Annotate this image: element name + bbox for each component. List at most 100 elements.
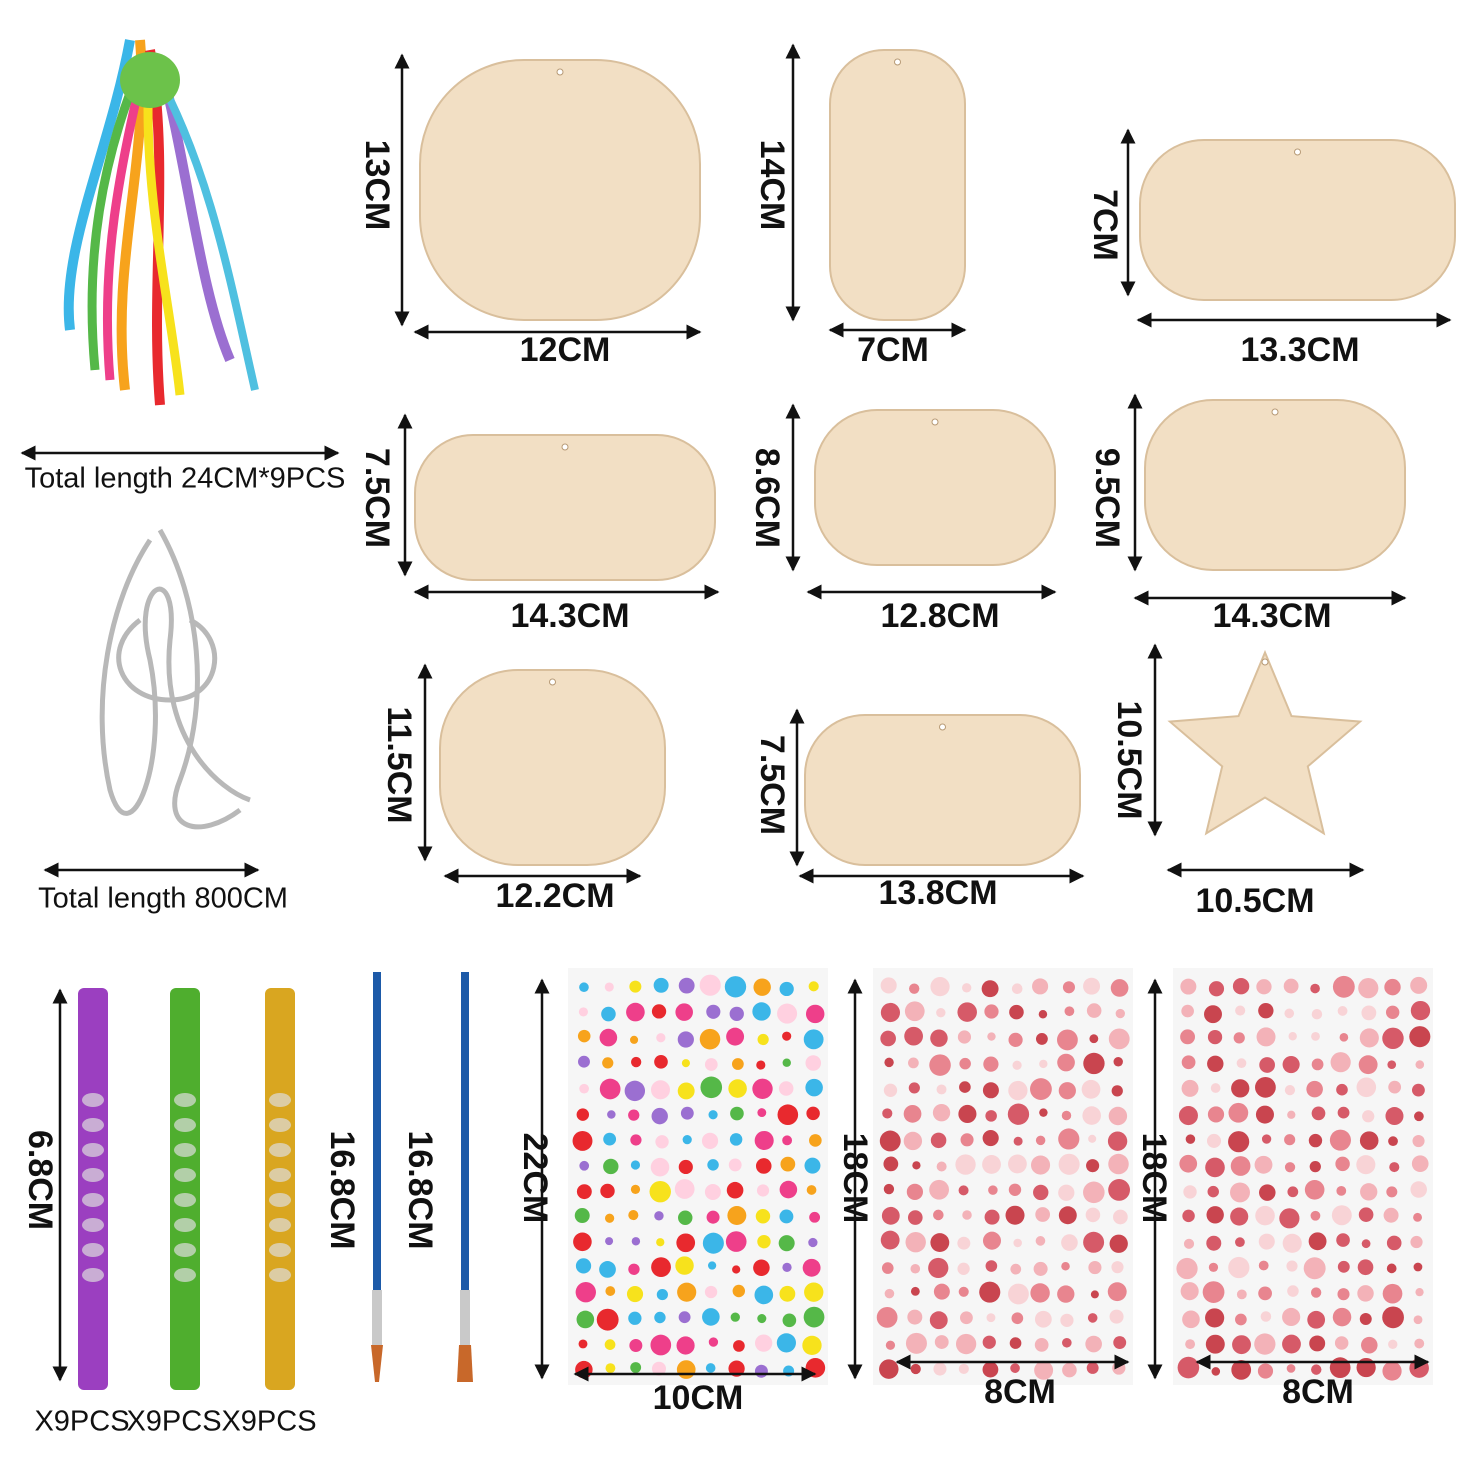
gem: [702, 1308, 720, 1326]
gem: [575, 1282, 596, 1303]
gem: [1386, 1263, 1397, 1274]
gem: [579, 1083, 589, 1094]
height-label: 14CM: [753, 140, 791, 231]
gem: [881, 1206, 900, 1225]
height-label: 16.8CM: [401, 1130, 439, 1249]
gem: [624, 1080, 646, 1102]
chime-tube: [170, 988, 200, 1390]
gem: [728, 1158, 742, 1172]
brush-handle: [373, 972, 381, 1292]
gem: [1282, 1055, 1300, 1074]
gem: [1336, 1185, 1347, 1196]
gem: [1057, 1029, 1078, 1051]
gem: [1035, 1135, 1046, 1146]
gem: [982, 1231, 1001, 1250]
gem: [1206, 1235, 1222, 1251]
gem: [988, 1185, 998, 1195]
gem: [574, 1208, 590, 1224]
gem: [1062, 981, 1075, 994]
gem: [962, 1210, 972, 1220]
tube-pattern: [82, 1218, 104, 1232]
gem: [1410, 1000, 1431, 1021]
gem: [1082, 1106, 1101, 1125]
gem: [1033, 1184, 1049, 1201]
gem: [979, 1281, 1001, 1303]
gem: [1415, 1060, 1425, 1069]
gem: [603, 1158, 619, 1175]
gem: [596, 1308, 619, 1331]
gem: [1258, 1002, 1274, 1019]
width-label: 14.3CM: [1212, 597, 1331, 635]
gem: [1388, 1136, 1398, 1147]
tube-pattern: [82, 1093, 104, 1107]
gem: [579, 982, 589, 993]
gem: [1185, 1134, 1196, 1144]
gem: [1180, 978, 1197, 995]
gem: [1284, 1134, 1296, 1146]
gem: [884, 1057, 894, 1068]
gem: [656, 1288, 668, 1301]
gem: [1228, 1256, 1250, 1279]
gem: [1034, 1338, 1049, 1352]
gem: [656, 1238, 665, 1247]
gem: [1286, 1260, 1298, 1272]
gem: [960, 1133, 974, 1147]
gem: [1058, 1153, 1080, 1175]
ribbon-bundle: [63, 39, 259, 406]
gem: [604, 1339, 616, 1350]
gem: [1009, 1004, 1024, 1020]
tube-pattern: [174, 1118, 196, 1132]
gem: [777, 1003, 798, 1024]
tube-pattern: [174, 1193, 196, 1207]
tube-pattern: [82, 1243, 104, 1257]
wood-ornament: [419, 59, 701, 321]
gem: [1083, 1181, 1105, 1204]
gem: [1008, 1080, 1028, 1101]
gem: [779, 981, 794, 997]
brush-handle: [461, 972, 469, 1292]
gem: [630, 1184, 641, 1195]
gem: [579, 1160, 590, 1171]
gem: [573, 1232, 592, 1252]
gem: [1282, 1307, 1301, 1327]
gem: [1409, 1026, 1431, 1048]
gem: [1109, 1234, 1128, 1253]
gem: [782, 1031, 792, 1041]
gem: [1254, 1155, 1273, 1174]
width-label: 12.2CM: [495, 877, 614, 915]
gem: [1308, 1232, 1327, 1251]
gem: [756, 1060, 766, 1070]
gem: [1309, 1160, 1321, 1173]
gem: [1311, 1031, 1320, 1041]
gem: [628, 1210, 639, 1221]
gem: [1207, 1106, 1225, 1123]
gem: [1412, 1083, 1425, 1097]
gem: [629, 980, 642, 993]
gem: [1235, 1005, 1246, 1016]
gem: [884, 1288, 895, 1299]
brush-ferrule: [372, 1290, 382, 1345]
gem: [1107, 1282, 1127, 1302]
gem: [675, 1003, 693, 1021]
gem: [958, 1286, 969, 1297]
height-label: 7CM: [1086, 189, 1124, 261]
gem: [1358, 1055, 1378, 1075]
gem: [1387, 1060, 1397, 1069]
gem: [905, 1332, 927, 1354]
tube-pattern: [82, 1168, 104, 1182]
gem: [1061, 1234, 1078, 1251]
width-label: 10.5CM: [1195, 882, 1314, 920]
gem: [1085, 1207, 1101, 1223]
gem: [933, 1283, 950, 1300]
gem: [1086, 1003, 1102, 1018]
gem: [1256, 1027, 1276, 1047]
tube-pattern: [82, 1268, 104, 1282]
gem: [1086, 1159, 1100, 1173]
gem: [678, 1159, 693, 1175]
gem: [755, 1209, 771, 1224]
ornament-shape: [439, 669, 666, 866]
gem: [1207, 1055, 1224, 1073]
gem: [1385, 1005, 1400, 1020]
gem: [1382, 1027, 1404, 1050]
gem: [1208, 1262, 1219, 1272]
